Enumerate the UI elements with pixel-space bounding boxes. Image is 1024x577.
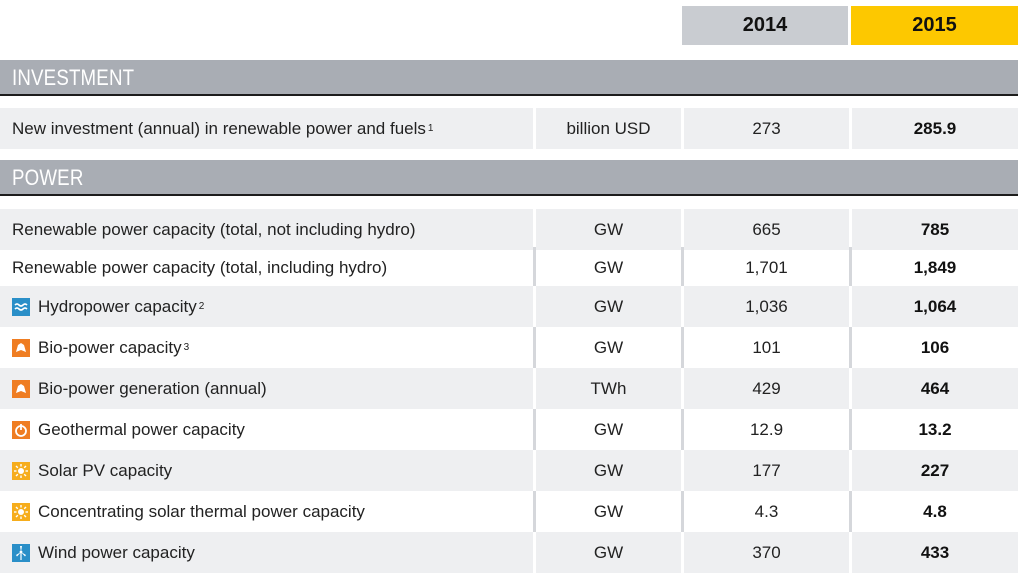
- row-value-2014: 12.9: [681, 409, 849, 450]
- row-label-text: Solar PV capacity: [38, 460, 173, 480]
- row-value-2015: 433: [849, 532, 1018, 573]
- table-row: Renewable power capacity (total, includi…: [0, 247, 1018, 288]
- row-label-text: Hydropower capacity: [38, 296, 197, 316]
- row-label-text: Renewable power capacity (total, not inc…: [12, 219, 416, 239]
- row-value-2014: 1,036: [681, 286, 849, 327]
- row-value-2015: 464: [849, 368, 1018, 409]
- row-value-2014: 177: [681, 450, 849, 491]
- section-title: INVESTMENT: [12, 65, 135, 90]
- row-label: Solar PV capacity: [0, 461, 533, 481]
- row-label: New investment (annual) in renewable pow…: [12, 118, 434, 138]
- row-value-2014: 101: [681, 327, 849, 368]
- table-row: Geothermal power capacity GW 12.9 13.2: [0, 409, 1018, 450]
- column-header-2014: 2014: [682, 6, 848, 45]
- row-value-2014: 4.3: [681, 491, 849, 532]
- row-unit: GW: [533, 409, 681, 450]
- row-label: Wind power capacity: [0, 543, 533, 563]
- row-value-2015: 785: [849, 209, 1018, 250]
- row-value-2014: 665: [681, 209, 849, 250]
- row-label: Bio-power generation (annual): [0, 379, 533, 399]
- row-unit: GW: [533, 450, 681, 491]
- section-header-power: POWER: [0, 160, 1018, 196]
- row-value-2015: 106: [849, 327, 1018, 368]
- row-value-2015: 1,849: [849, 247, 1018, 288]
- row-label-text: Wind power capacity: [38, 542, 195, 562]
- row-value-2015: 285.9: [849, 108, 1018, 149]
- row-unit: GW: [533, 247, 681, 288]
- table-row: New investment (annual) in renewable pow…: [0, 108, 1018, 149]
- row-unit: GW: [533, 532, 681, 573]
- row-value-2015: 4.8: [849, 491, 1018, 532]
- row-label-text: Geothermal power capacity: [38, 419, 245, 439]
- row-value-2014: 273: [681, 108, 849, 149]
- row-unit: GW: [533, 209, 681, 250]
- row-label-text: Bio-power capacity: [38, 337, 182, 357]
- table-row: Concentrating solar thermal power capaci…: [0, 491, 1018, 532]
- row-label: Geothermal power capacity: [0, 420, 533, 440]
- table-row: Wind power capacity GW 370 433: [0, 532, 1018, 573]
- row-unit: TWh: [533, 368, 681, 409]
- row-value-2015: 13.2: [849, 409, 1018, 450]
- solar-icon: [12, 502, 30, 521]
- row-label-text: New investment (annual) in renewable pow…: [12, 118, 426, 138]
- row-unit: billion USD: [533, 108, 681, 149]
- bio-power-icon: [12, 338, 30, 357]
- row-value-2014: 429: [681, 368, 849, 409]
- row-label: Renewable power capacity (total, includi…: [0, 258, 533, 278]
- solar-icon: [12, 461, 30, 480]
- row-label: Concentrating solar thermal power capaci…: [0, 502, 533, 522]
- bio-power-icon: [12, 379, 30, 398]
- row-value-2014: 370: [681, 532, 849, 573]
- table-row: Bio-power generation (annual) TWh 429 46…: [0, 368, 1018, 409]
- table-row: Renewable power capacity (total, not inc…: [0, 209, 1018, 250]
- table-row: Bio-power capacity 3 GW 101 106: [0, 327, 1018, 368]
- row-unit: GW: [533, 491, 681, 532]
- section-header-investment: INVESTMENT: [0, 60, 1018, 96]
- row-value-2015: 1,064: [849, 286, 1018, 327]
- geothermal-icon: [12, 420, 30, 439]
- row-label: Hydropower capacity 2: [0, 297, 533, 317]
- row-label-text: Bio-power generation (annual): [38, 378, 267, 398]
- column-header-2015: 2015: [851, 6, 1018, 45]
- row-unit: GW: [533, 327, 681, 368]
- row-label: Bio-power capacity 3: [0, 338, 533, 358]
- row-unit: GW: [533, 286, 681, 327]
- row-label-text: Concentrating solar thermal power capaci…: [38, 501, 365, 521]
- table-row: Solar PV capacity GW 177 227: [0, 450, 1018, 491]
- row-value-2014: 1,701: [681, 247, 849, 288]
- table-row: Hydropower capacity 2 GW 1,036 1,064: [0, 286, 1018, 327]
- row-value-2015: 227: [849, 450, 1018, 491]
- row-label-text: Renewable power capacity (total, includi…: [12, 257, 388, 277]
- row-label: Renewable power capacity (total, not inc…: [0, 220, 533, 240]
- hydro-icon: [12, 297, 30, 316]
- section-title: POWER: [12, 165, 84, 190]
- wind-icon: [12, 543, 30, 562]
